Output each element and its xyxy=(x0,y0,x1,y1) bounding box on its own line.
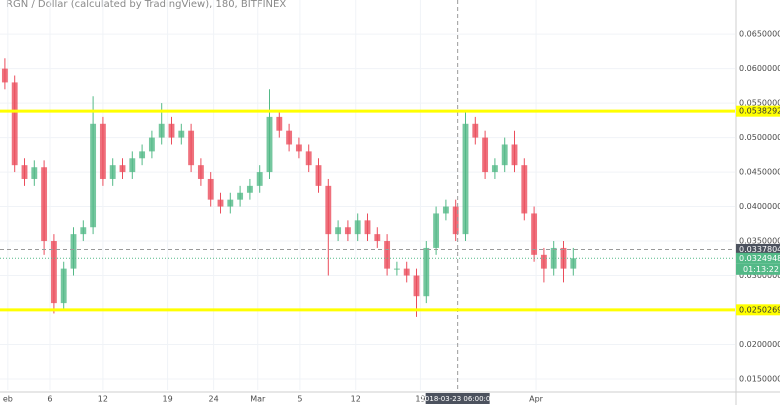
candle-body xyxy=(50,241,57,304)
candle-body xyxy=(139,151,146,159)
x-tick-label: 19 xyxy=(415,395,425,404)
price-label-bg xyxy=(736,105,780,117)
chart-title: RGN / Dollar (calculated by TradingView)… xyxy=(6,0,286,10)
candle-body xyxy=(168,123,175,138)
candle-body xyxy=(491,165,498,173)
candle-body xyxy=(403,268,410,276)
candle-body xyxy=(560,247,567,269)
price-label-bg xyxy=(736,263,780,275)
candle-body xyxy=(482,137,489,173)
candle-body xyxy=(315,165,322,186)
x-tick-label: eb xyxy=(3,395,13,404)
candle-body xyxy=(227,199,234,207)
candle-body xyxy=(344,227,351,235)
crosshair-label-bg xyxy=(425,393,490,404)
x-tick-label: 24 xyxy=(209,395,219,404)
candle-body xyxy=(393,268,400,270)
candle-body xyxy=(325,185,332,235)
candle-body xyxy=(109,165,116,179)
x-tick-label: 12 xyxy=(351,395,361,404)
x-tick-label: 5 xyxy=(297,395,302,404)
price-sublabel: 01:13:22 xyxy=(743,265,779,274)
candle-body xyxy=(217,199,224,207)
candle-body xyxy=(413,275,420,297)
candle-body xyxy=(158,123,165,138)
candle-body xyxy=(384,241,391,269)
candle-body xyxy=(21,165,28,179)
candle-body xyxy=(1,68,8,83)
candle-body xyxy=(501,144,508,166)
candle-body xyxy=(11,82,18,166)
candle-body xyxy=(570,258,577,269)
candle-body xyxy=(276,116,283,131)
candle-body xyxy=(197,165,204,179)
candle-body xyxy=(266,116,273,173)
candle-body xyxy=(305,151,312,166)
candle-body xyxy=(246,185,253,193)
x-tick-label: 19 xyxy=(162,395,172,404)
price-label: 0.03249488 xyxy=(739,254,780,263)
candle-body xyxy=(237,192,244,200)
price-label-bg xyxy=(736,252,780,264)
candle-body xyxy=(462,123,469,235)
candle-body xyxy=(354,220,361,235)
x-tick-label: Apr xyxy=(529,395,544,404)
candle-body xyxy=(99,123,106,179)
x-tick-label: 12 xyxy=(98,395,108,404)
candle-body xyxy=(178,130,185,138)
x-tick-label: Mar xyxy=(250,395,266,404)
candle-body xyxy=(207,178,214,200)
candle-body xyxy=(119,165,126,173)
candle-body xyxy=(433,213,440,248)
candle-body xyxy=(521,165,528,214)
candle-body xyxy=(452,206,459,235)
price-label: 0.05382926 xyxy=(739,107,780,116)
candle-body xyxy=(364,220,371,235)
candle-body xyxy=(31,167,38,179)
candle-body xyxy=(286,130,293,145)
candle-body xyxy=(374,234,381,242)
y-tick-label: 0.01500000 xyxy=(739,374,780,383)
candle-body xyxy=(511,144,518,166)
candle-body xyxy=(41,167,48,242)
candle-body xyxy=(423,247,430,297)
x-tick-label: 6 xyxy=(47,395,52,404)
candle-body xyxy=(335,227,342,235)
candle-body xyxy=(90,123,97,228)
candle-body xyxy=(295,144,302,152)
candle-body xyxy=(550,247,557,269)
candle-body xyxy=(60,268,67,304)
candle-body xyxy=(70,234,77,269)
candle-body xyxy=(129,158,136,173)
crosshair-label: 2018-03-23 06:00:00 xyxy=(420,395,494,403)
candle-body xyxy=(531,213,538,255)
candle-body xyxy=(80,227,87,235)
candle-body xyxy=(188,130,195,166)
price-label-bg xyxy=(736,304,780,316)
candle-body xyxy=(442,206,449,214)
price-label: 0.02502692 xyxy=(739,305,780,314)
candle-body xyxy=(540,254,547,269)
price-label-bg xyxy=(736,243,780,255)
candle-body xyxy=(256,172,263,186)
candle-body xyxy=(148,137,155,152)
candle-body xyxy=(472,123,479,138)
